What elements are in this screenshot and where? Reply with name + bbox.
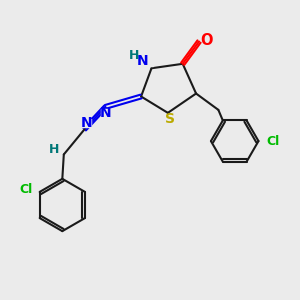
Text: S: S xyxy=(165,112,175,126)
Bar xyxy=(166,116,175,123)
Bar xyxy=(137,57,153,66)
Text: Cl: Cl xyxy=(20,183,33,196)
Text: N: N xyxy=(80,116,92,130)
Text: O: O xyxy=(200,32,213,47)
Bar xyxy=(101,109,111,117)
Bar xyxy=(81,119,91,127)
Text: N: N xyxy=(137,54,148,68)
Text: H: H xyxy=(49,142,59,156)
Text: H: H xyxy=(128,49,139,62)
Text: Cl: Cl xyxy=(267,135,280,148)
Text: N: N xyxy=(100,106,112,120)
